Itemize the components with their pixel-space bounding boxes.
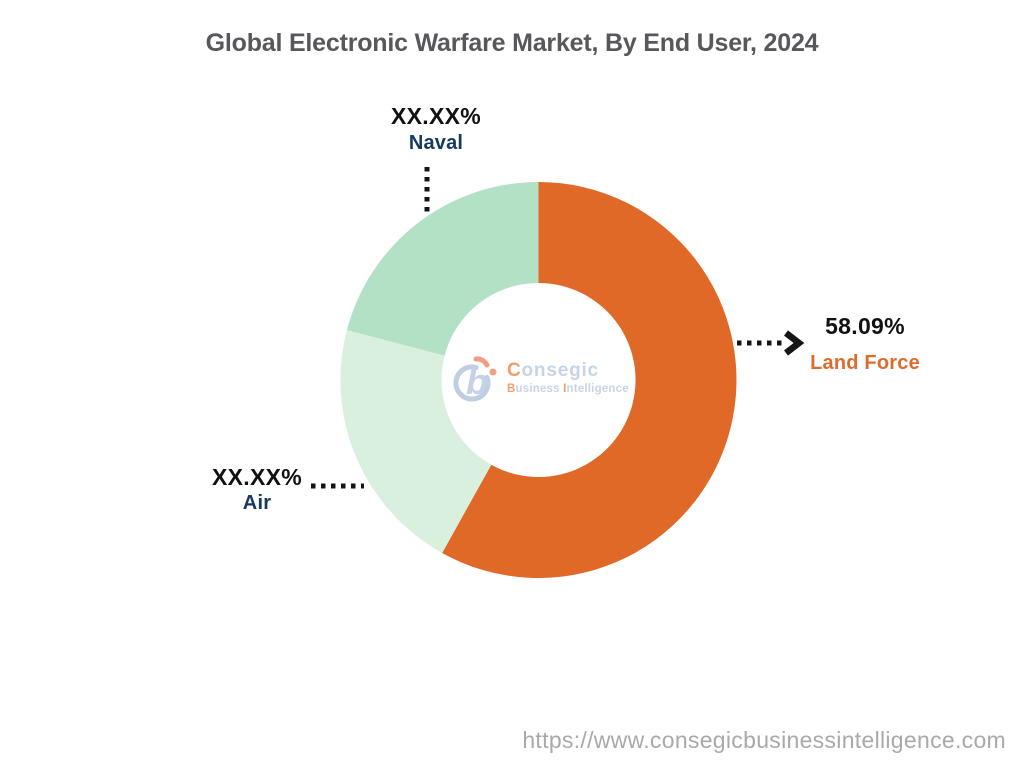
- watermark-brand: Consegic: [507, 360, 599, 381]
- donut-segments: [340, 182, 737, 578]
- donut-segment-air: [340, 330, 492, 553]
- callout-land-force: 58.09% Land Force: [775, 313, 955, 375]
- donut-segment-land-force: [442, 182, 737, 578]
- watermark-tagline: Business Intelligence: [507, 382, 629, 395]
- land-force-name-label: Land Force: [810, 352, 920, 375]
- donut-segment-naval: [346, 182, 539, 356]
- air-name-label: Air: [242, 492, 272, 515]
- svg-text:b: b: [466, 361, 488, 402]
- consegic-logo-mark-icon: b: [453, 356, 497, 402]
- source-url: https://www.consegicbusinessintelligence…: [522, 727, 1006, 753]
- watermark-logo: b Consegic Business Intelligence: [452, 341, 642, 415]
- page-title: Global Electronic Warfare Market, By End…: [205, 29, 819, 57]
- arrow-right-icon: [784, 330, 805, 356]
- air-value-label: XX.XX%: [211, 464, 302, 490]
- watermark-text: Consegic Business Intelligence: [507, 361, 629, 395]
- naval-name-label: Naval: [408, 132, 464, 155]
- callout-air: XX.XX% Air: [167, 464, 347, 515]
- naval-value-label: XX.XX%: [390, 103, 481, 129]
- land-force-value-label: 58.09%: [825, 313, 905, 339]
- callout-naval: XX.XX% Naval: [346, 103, 526, 155]
